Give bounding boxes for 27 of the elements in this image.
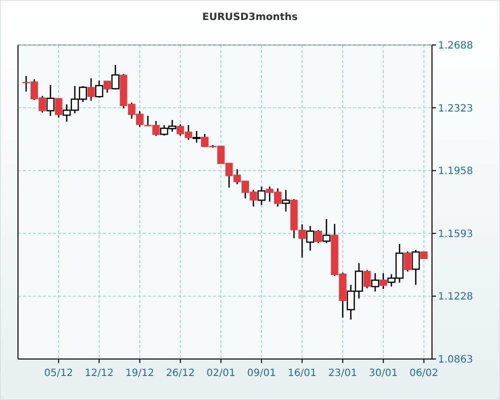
candlestick <box>282 189 290 212</box>
candlestick <box>371 272 380 292</box>
y-tick-label: 1.2323 <box>438 103 473 114</box>
x-tick-label: 16/01 <box>288 368 317 379</box>
candlestick <box>111 64 120 90</box>
x-tick-label: 12/12 <box>84 368 114 379</box>
chart-title: EURUSD3months <box>202 12 298 23</box>
x-tick-label: 02/01 <box>206 368 236 379</box>
candlestick <box>412 249 420 286</box>
y-tick-label: 1.2688 <box>438 40 473 52</box>
candlestick <box>322 218 331 244</box>
candlestick <box>95 80 104 98</box>
candlestick <box>306 225 314 252</box>
candlestick <box>257 186 266 206</box>
candlestick <box>46 84 55 117</box>
y-tick-label: 1.1228 <box>438 292 473 303</box>
x-tick-label: 23/01 <box>328 368 358 379</box>
x-tick-label: 09/01 <box>247 368 276 379</box>
candlestick <box>192 130 201 144</box>
x-tick-label: 19/12 <box>125 368 154 379</box>
x-tick-label: 26/12 <box>166 368 195 379</box>
x-tick-label: 06/02 <box>409 368 438 379</box>
y-tick-label: 1.1593 <box>438 228 473 240</box>
x-tick-label: 05/12 <box>44 368 73 379</box>
y-tick-label: 1.0863 <box>438 354 473 366</box>
x-tick-label: 30/01 <box>368 368 398 379</box>
y-tick-label: 1.1958 <box>438 166 473 178</box>
